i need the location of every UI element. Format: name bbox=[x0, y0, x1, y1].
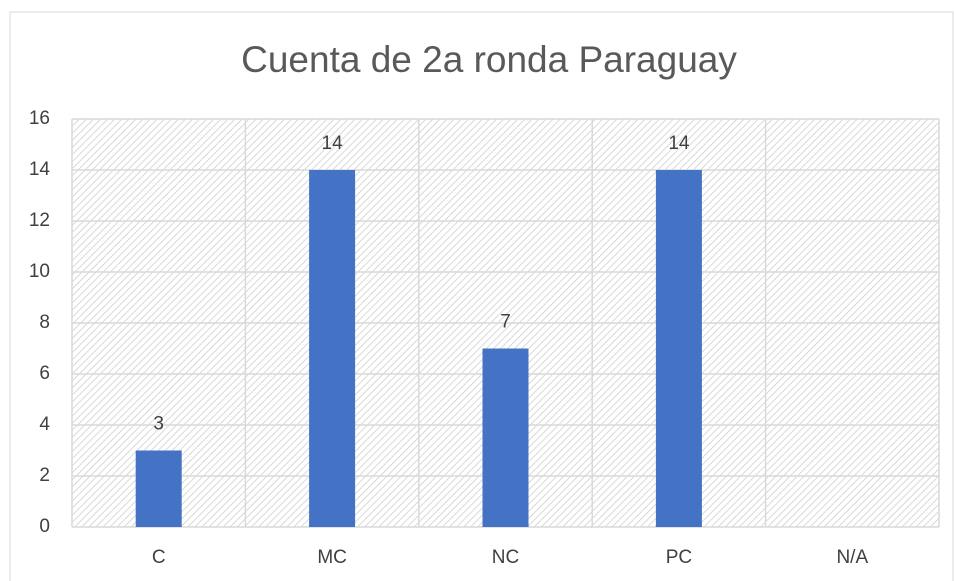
data-label: 3 bbox=[153, 414, 164, 435]
y-tick-label: 0 bbox=[39, 516, 50, 537]
x-tick-label: C bbox=[152, 547, 166, 568]
chart-title: Cuenta de 2a ronda Paraguay bbox=[241, 39, 737, 80]
y-tick-label: 10 bbox=[29, 261, 50, 282]
x-tick-label: N/A bbox=[836, 547, 868, 568]
x-tick-label: NC bbox=[492, 547, 519, 568]
chart-border bbox=[9, 11, 954, 581]
y-tick-label: 8 bbox=[39, 312, 50, 333]
bar bbox=[135, 450, 182, 527]
bar bbox=[482, 348, 529, 527]
y-tick-label: 12 bbox=[29, 210, 50, 231]
x-tick-label: PC bbox=[666, 547, 692, 568]
bar bbox=[655, 170, 702, 527]
y-tick-label: 4 bbox=[39, 414, 50, 435]
data-label: 14 bbox=[668, 133, 690, 154]
bar bbox=[309, 170, 356, 527]
data-label: 14 bbox=[322, 133, 344, 154]
y-tick-label: 2 bbox=[39, 465, 50, 486]
data-label: 7 bbox=[500, 312, 511, 333]
y-tick-label: 14 bbox=[29, 159, 51, 180]
x-tick-label: MC bbox=[317, 547, 347, 568]
y-tick-label: 16 bbox=[29, 108, 50, 129]
y-tick-label: 6 bbox=[39, 363, 50, 384]
